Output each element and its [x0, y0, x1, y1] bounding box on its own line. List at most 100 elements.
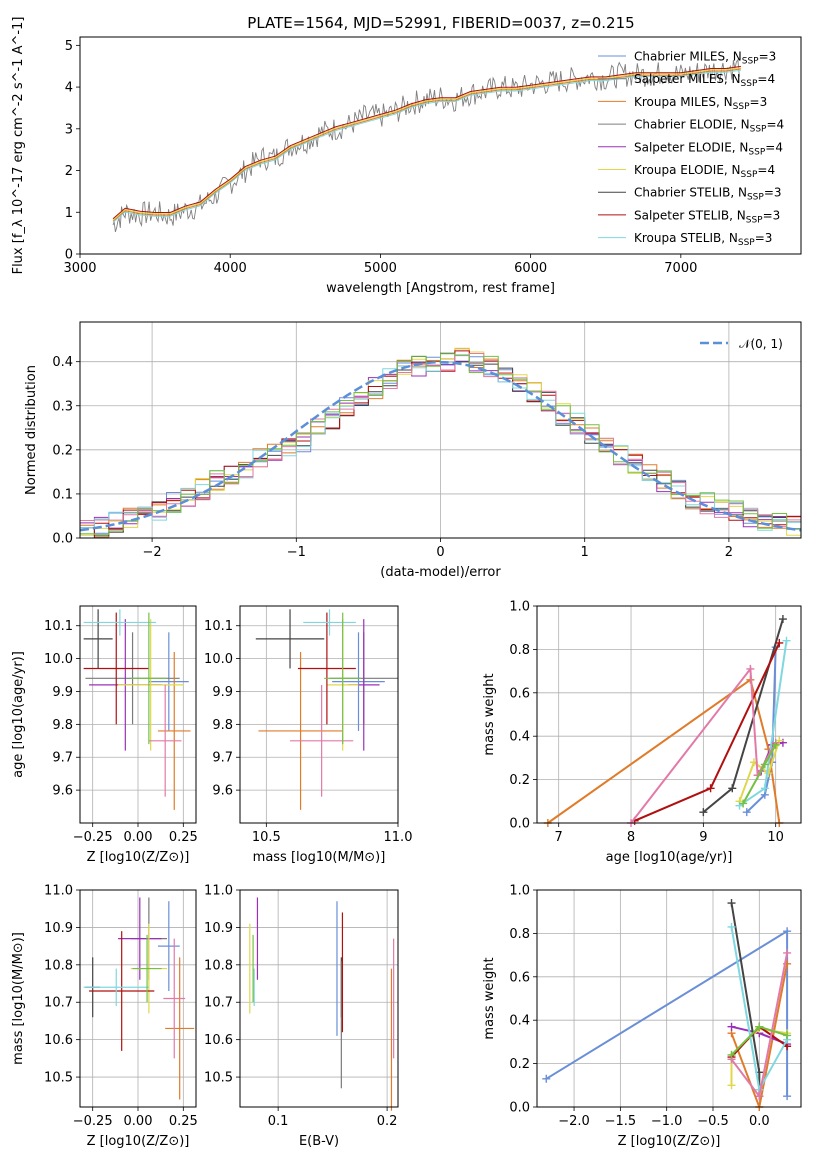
legend-entry: Salpeter MILES, NSSP=4 [634, 72, 775, 89]
y-tick-label: 0 [65, 248, 73, 263]
legend-entry-suffix: =4 [765, 140, 783, 154]
weight-marker [739, 799, 748, 808]
y-tick-label: 10.9 [44, 921, 73, 936]
panel-age_vs_mass: 10.5 11.0 9.6 9.7 9.8 9.9 10.0 10.1 mass [log10(… [204, 605, 413, 865]
weight-marker [782, 636, 791, 645]
gaussian-curve [79, 360, 802, 532]
weight-marker [727, 899, 736, 908]
x-axis-label: age [log10(age/yr)] [606, 850, 733, 865]
y-tick-label: 0.0 [509, 1101, 530, 1116]
x-axis-label: Z [log10(Z/Z⊙)] [87, 1134, 190, 1149]
y-tick-label: 0.2 [509, 773, 530, 788]
weight-marker [783, 948, 792, 957]
y-axis-label: Flux [f_λ 10^-17 erg cm^-2 s^-1 A^-1] [11, 17, 26, 275]
x-axis-label: wavelength [Angstrom, rest frame] [326, 281, 555, 296]
legend-entry-sub: SSP [733, 102, 750, 112]
y-tick-label: 0.8 [509, 927, 530, 942]
y-tick-label: 3 [65, 122, 73, 137]
x-tick-label: 11.0 [384, 830, 413, 845]
legend-entry-suffix: =3 [755, 231, 773, 245]
x-tick-label: 3000 [63, 261, 96, 276]
weight-series-line [547, 678, 781, 824]
weight-marker [542, 1074, 551, 1083]
axes-frame [536, 889, 802, 1108]
legend-entry-label: Kroupa STELIB, N [634, 231, 738, 245]
weight-marker [755, 1022, 764, 1031]
x-tick-label: −2 [143, 545, 162, 560]
axes-frame [79, 605, 197, 824]
panel-residual_hist: −2 −1 0 1 2 0.0 0.1 0.2 0.3 0.4 (data-model)/error… [24, 321, 802, 580]
x-tick-label: 0.0 [749, 1114, 770, 1129]
y-tick-label: 0.6 [509, 686, 530, 701]
x-tick-label: −0.25 [73, 1114, 113, 1129]
y-tick-label: 10.1 [44, 619, 73, 634]
y-tick-label: 0.8 [509, 643, 530, 658]
x-tick-label: 2 [725, 545, 733, 560]
legend-entry: Chabrier ELODIE, NSSP=4 [634, 118, 784, 135]
x-axis-label: mass [log10(M/M⊙)] [253, 850, 386, 865]
y-tick-label: 1.0 [509, 884, 530, 899]
axes-frame [79, 36, 802, 255]
legend-entry-label: Salpeter MILES, N [634, 72, 741, 86]
x-tick-label: 10 [767, 830, 784, 845]
x-tick-label: 0.2 [377, 1114, 398, 1129]
y-tick-label: 0.2 [509, 1057, 530, 1072]
weight-series-line [746, 647, 777, 813]
axes-frame [536, 605, 802, 824]
legend-entry: Salpeter ELODIE, NSSP=4 [634, 140, 783, 157]
weight-marker [760, 760, 769, 769]
legend-entry-label: Chabrier MILES, N [634, 50, 742, 64]
x-tick-label: 1 [581, 545, 589, 560]
histogram-step [80, 353, 801, 535]
y-tick-label: 10.5 [44, 1071, 73, 1086]
x-tick-label: 0.00 [124, 1114, 153, 1129]
panel-mass_vs_Z: −0.25 0.00 0.25 10.5 10.6 10.7 10.8 10.9 11.0 Z [… [11, 884, 198, 1150]
y-tick-label: 0.4 [52, 355, 73, 370]
weight-marker [775, 638, 784, 647]
x-tick-label: −1 [287, 545, 306, 560]
panel-weight_vs_Z: −2.0 −1.5 −1.0 −0.5 0.0 0.0 0.2 0.4 0.6 0.8 1.0 Z [… [482, 884, 802, 1149]
y-tick-label: 0.0 [52, 532, 73, 547]
x-axis-label: Z [log10(Z/Z⊙)] [87, 850, 190, 865]
y-tick-label: 9.8 [52, 718, 73, 733]
x-tick-label: 8 [627, 830, 635, 845]
weight-marker [771, 740, 780, 749]
weight-series-line [742, 744, 777, 804]
legend-entry-label: Chabrier ELODIE, N [634, 118, 750, 132]
legend-entry-suffix: =3 [759, 50, 777, 64]
x-tick-label: −0.5 [697, 1114, 729, 1129]
panel-age_vs_Z: −0.25 0.00 0.25 9.6 9.7 9.8 9.9 10.0 10.1 Z [log1… [11, 605, 198, 865]
legend-entry-label: Salpeter ELODIE, N [634, 140, 748, 154]
figure-title: PLATE=1564, MJD=52991, FIBERID=0037, z=0… [247, 14, 634, 32]
x-tick-label: −1.5 [605, 1114, 637, 1129]
legend-entry-label: Kroupa MILES, N [634, 95, 733, 109]
weight-marker [746, 664, 755, 673]
legend-entry: Chabrier MILES, NSSP=3 [634, 50, 776, 67]
weight-marker [742, 808, 751, 817]
spectrum-model-line [112, 67, 741, 221]
spectrum-model-line [112, 65, 741, 220]
legend-entry-label: Kroupa ELODIE, N [634, 163, 741, 177]
axes-frame [239, 889, 399, 1108]
y-tick-label: 4 [65, 81, 73, 96]
y-tick-label: 10.6 [204, 1033, 233, 1048]
y-tick-label: 0.1 [52, 487, 73, 502]
y-tick-label: 10.7 [44, 996, 73, 1011]
legend-entry: Kroupa ELODIE, NSSP=4 [634, 163, 775, 180]
x-tick-label: 9 [699, 830, 707, 845]
panel-mass_vs_ebv: 0.1 0.2 10.5 10.6 10.7 10.8 10.9 11.0 E(B-V) [204, 884, 399, 1149]
x-tick-label: 0 [436, 545, 444, 560]
x-tick-label: 5000 [364, 261, 397, 276]
y-axis-label: Normed distribution [24, 365, 39, 495]
legend-entry-suffix: =4 [757, 72, 775, 86]
y-tick-label: 10.9 [204, 921, 233, 936]
spectrum-model-line [112, 68, 741, 222]
weight-marker [728, 784, 737, 793]
y-tick-label: 10.0 [44, 652, 73, 667]
y-tick-label: 9.9 [212, 685, 233, 700]
weight-series-line [630, 666, 777, 824]
legend-entry: Kroupa MILES, NSSP=3 [634, 95, 767, 112]
x-tick-label: 0.1 [268, 1114, 289, 1129]
